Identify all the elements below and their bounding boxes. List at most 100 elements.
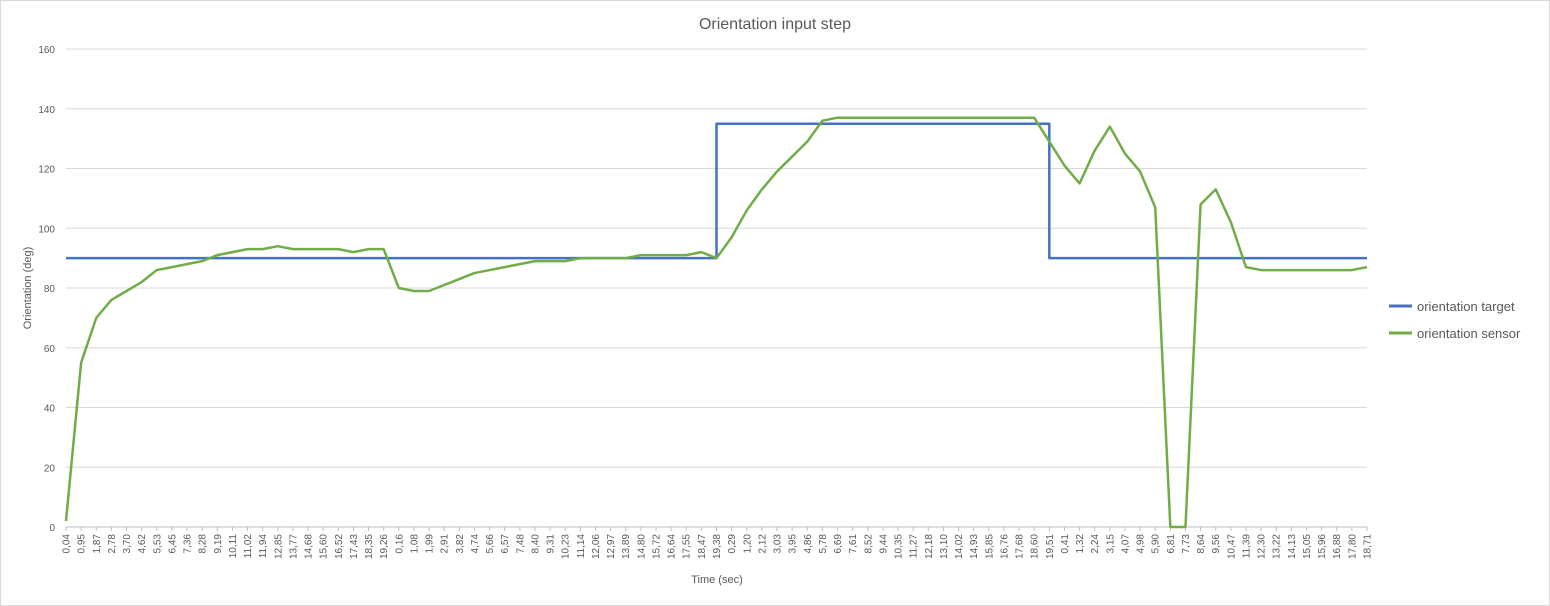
x-tick-label: 11,39 xyxy=(1241,534,1252,559)
x-tick-label: 12,85 xyxy=(273,534,284,559)
x-tick-label: 1,99 xyxy=(425,534,436,554)
x-tick-label: 4,98 xyxy=(1136,534,1147,554)
x-tick-label: 13,89 xyxy=(621,534,632,559)
x-tick-label: 18,35 xyxy=(364,534,375,559)
x-axis-title: Time (sec) xyxy=(691,574,743,586)
x-tick-label: 13,77 xyxy=(288,534,299,559)
x-tick-label: 5,90 xyxy=(1151,534,1162,554)
x-tick-label: 0,41 xyxy=(1060,534,1071,554)
y-tick-label: 60 xyxy=(44,344,56,355)
x-tick-label: 0,95 xyxy=(77,534,88,554)
y-tick-label: 40 xyxy=(44,404,56,415)
x-tick-label: 11,27 xyxy=(909,534,920,559)
x-tick-label: 16,64 xyxy=(667,534,678,559)
y-tick-label: 20 xyxy=(44,463,56,474)
x-tick-label: 3,95 xyxy=(788,534,799,554)
x-tick-label: 17,80 xyxy=(1347,534,1358,559)
x-tick-label: 8,28 xyxy=(198,534,209,554)
x-tick-label: 16,52 xyxy=(334,534,345,559)
x-tick-label: 15,85 xyxy=(984,534,995,559)
series-line-orientation-sensor xyxy=(64,116,1368,529)
x-tick-label: 17,55 xyxy=(682,534,693,559)
x-tick-label: 15,96 xyxy=(1317,534,1328,559)
x-tick-label: 2,12 xyxy=(757,534,768,554)
chart-title: Orientation input step xyxy=(699,16,851,33)
x-tick-label: 12,97 xyxy=(606,534,617,559)
x-tick-label: 4,74 xyxy=(470,534,481,554)
plot-lines xyxy=(64,116,1368,529)
x-tick-label: 14,80 xyxy=(636,534,647,559)
x-tick-label: 8,40 xyxy=(530,534,541,554)
series-line-orientation-target xyxy=(66,122,1367,260)
x-tick-label: 5,53 xyxy=(152,534,163,554)
legend-label: orientation sensor xyxy=(1417,326,1521,341)
x-tick-label: 13,10 xyxy=(939,534,950,559)
x-tick-label: 6,81 xyxy=(1166,534,1177,554)
y-tick-label: 100 xyxy=(38,224,55,235)
x-tick-label: 3,15 xyxy=(1105,534,1116,554)
y-axis-title: Orientation (deg) xyxy=(22,247,34,330)
x-tick-label: 2,78 xyxy=(107,534,118,554)
x-tick-label: 15,05 xyxy=(1302,534,1313,559)
x-tick-label: 10,47 xyxy=(1226,534,1237,559)
x-tick-label: 16,88 xyxy=(1332,534,1343,559)
x-tick-label: 10,35 xyxy=(894,534,905,559)
x-tick-label: 12,30 xyxy=(1257,534,1268,559)
x-tick-label: 6,45 xyxy=(167,534,178,554)
y-tick-label: 80 xyxy=(44,284,56,295)
y-tick-labels: 0 20 40 60 80 100 120 140 160 xyxy=(38,45,55,534)
x-tick-label: 1,08 xyxy=(409,534,420,554)
x-tick-label: 6,69 xyxy=(833,534,844,554)
y-tick-label: 160 xyxy=(38,45,55,56)
gridlines xyxy=(66,48,1367,528)
legend-label: orientation target xyxy=(1417,299,1515,314)
x-tick-label: 10,23 xyxy=(561,534,572,559)
x-tick-label: 11,94 xyxy=(258,534,269,559)
x-tick-label: 3,03 xyxy=(773,534,784,554)
x-tick-label: 14,68 xyxy=(304,534,315,559)
x-tick-label: 11,02 xyxy=(243,534,254,559)
x-tick-label: 17,43 xyxy=(349,534,360,559)
x-tick-label: 1,87 xyxy=(92,534,103,554)
y-tick-label: 120 xyxy=(38,165,55,176)
x-tick-label: 7,73 xyxy=(1181,534,1192,554)
y-tick-label: 0 xyxy=(49,523,55,534)
x-tick-label: 17,68 xyxy=(1015,534,1026,559)
x-tick-label: 5,78 xyxy=(818,534,829,554)
x-tick-label: 9,31 xyxy=(546,534,557,554)
x-tick-label: 16,76 xyxy=(999,534,1010,559)
x-tick-label: 14,13 xyxy=(1287,534,1298,559)
x-tick-label: 2,24 xyxy=(1090,534,1101,554)
x-tick-label: 5,66 xyxy=(485,534,496,554)
x-tick-label: 2,91 xyxy=(440,534,451,554)
x-tick-label: 10,11 xyxy=(228,534,239,559)
x-tick-label: 19,38 xyxy=(712,534,723,559)
x-tick-label: 7,36 xyxy=(183,534,194,554)
x-tick-label: 0,29 xyxy=(727,534,738,554)
x-tick-label: 18,47 xyxy=(697,534,708,559)
x-tick-label: 6,57 xyxy=(500,534,511,554)
x-tick-label: 9,19 xyxy=(213,534,224,554)
x-tick-label: 15,60 xyxy=(319,534,330,559)
x-tick-label: 0,16 xyxy=(394,534,405,554)
x-tick-label: 13,22 xyxy=(1272,534,1283,559)
x-tick-label: 1,32 xyxy=(1075,534,1086,554)
x-tick-label: 12,18 xyxy=(924,534,935,559)
x-tick-label: 11,14 xyxy=(576,534,587,559)
x-tick-label: 14,93 xyxy=(969,534,980,559)
x-tick-label: 0,04 xyxy=(62,534,73,554)
x-tick-label: 14,02 xyxy=(954,534,965,559)
x-tick-label: 3,82 xyxy=(455,534,466,554)
x-tick-label: 4,86 xyxy=(803,534,814,554)
x-tick-label: 9,44 xyxy=(878,534,889,554)
x-tick-label: 9,56 xyxy=(1211,534,1222,554)
x-tick-label: 3,70 xyxy=(122,534,133,554)
y-tick-label: 140 xyxy=(38,105,55,116)
x-tick-label: 8,64 xyxy=(1196,534,1207,554)
x-tick-label: 18,60 xyxy=(1030,534,1041,559)
x-tick-label: 18,71 xyxy=(1363,534,1374,559)
x-tick-label: 12,06 xyxy=(591,534,602,559)
x-tick-label: 19,26 xyxy=(379,534,390,559)
x-tick-label: 8,52 xyxy=(863,534,874,554)
